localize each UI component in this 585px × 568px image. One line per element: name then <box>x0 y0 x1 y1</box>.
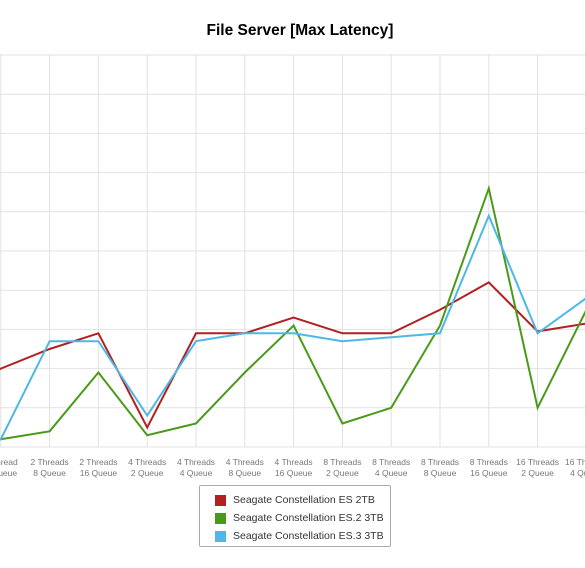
x-tick-label: 2 Queue <box>0 468 17 478</box>
x-tick-label: 16 Queue <box>80 468 118 478</box>
legend-item-3[interactable]: Seagate Constellation ES.3 3TB <box>215 527 390 545</box>
x-tick-label: 8 Threads <box>421 457 459 467</box>
legend-swatch <box>215 530 226 542</box>
series-line-1 <box>0 281 585 430</box>
x-tick-label: 8 Threads <box>372 457 410 467</box>
x-tick-label: 4 Threads <box>275 457 313 467</box>
x-tick-label: 16 Queue <box>470 468 508 478</box>
legend-label: Seagate Constellation ES.2 3TB <box>233 512 384 524</box>
x-tick-label: 4 Queue <box>375 468 408 478</box>
x-tick-label: 8 Queue <box>228 468 261 478</box>
legend-swatch <box>215 512 226 524</box>
x-tick-label: 16 Threads <box>565 457 585 467</box>
grid <box>0 54 585 448</box>
x-tick-label: 8 Threads <box>470 457 508 467</box>
x-tick-label: 8 Queue <box>33 468 66 478</box>
legend-label: Seagate Constellation ES.3 3TB <box>233 530 384 542</box>
series-lines <box>0 184 585 441</box>
x-tick-label: 16 Queue <box>275 468 313 478</box>
series-line-2 <box>0 184 585 441</box>
x-tick-label: 4 Queue <box>180 468 213 478</box>
chart-title: File Server [Max Latency] <box>207 22 394 39</box>
x-tick-label: 8 Threads <box>323 457 361 467</box>
x-tick-label: 2 Queue <box>521 468 554 478</box>
x-tick-label: 4 Threads <box>177 457 215 467</box>
x-tick-label: 16 Threads <box>516 457 559 467</box>
x-tick-label: 2 Threads <box>79 457 117 467</box>
x-tick-label: 2 Queue <box>131 468 164 478</box>
legend-item-2[interactable]: Seagate Constellation ES.2 3TB <box>215 509 390 527</box>
x-tick-label: 2 Threads <box>31 457 69 467</box>
x-tick-label: 4 Threads <box>128 457 166 467</box>
legend-swatch <box>215 494 226 506</box>
legend: Seagate Constellation ES 2TB Seagate Cons… <box>199 485 391 547</box>
x-tick-label: 2 Queue <box>326 468 359 478</box>
x-tick-label: 1 Thread <box>0 457 18 467</box>
legend-label: Seagate Constellation ES 2TB <box>233 494 375 506</box>
series-line-3 <box>0 213 585 441</box>
x-tick-label: 4 Threads <box>226 457 264 467</box>
x-tick-label: 8 Queue <box>424 468 457 478</box>
legend-item-1[interactable]: Seagate Constellation ES 2TB <box>215 491 390 509</box>
x-tick-label: 4 Queue <box>570 468 585 478</box>
